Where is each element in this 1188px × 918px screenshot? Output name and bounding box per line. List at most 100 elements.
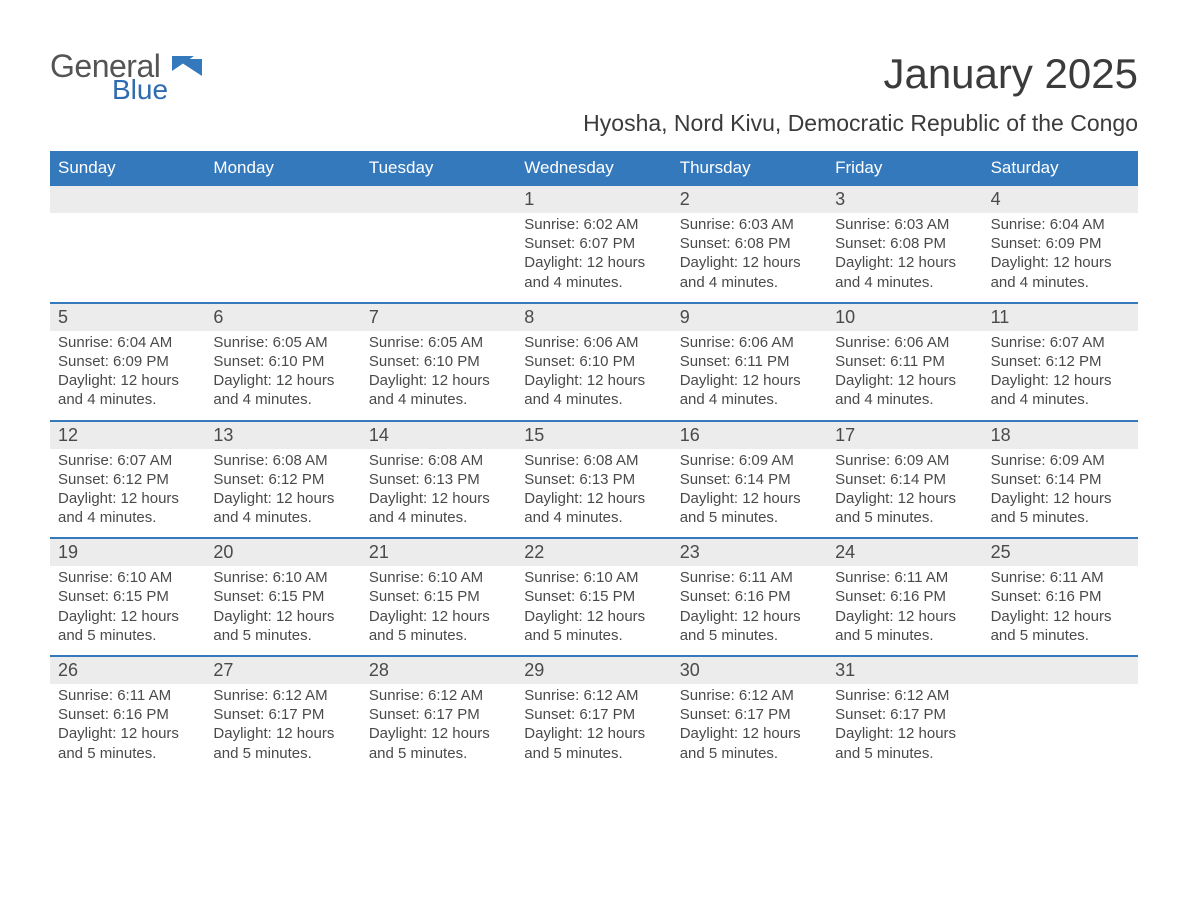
dow-wednesday: Wednesday [516,151,671,186]
daylight-text: Daylight: 12 hours and 4 minutes. [991,371,1130,409]
sunrise-text: Sunrise: 6:12 AM [835,686,974,705]
header: General Blue January 2025 [50,50,1138,104]
day-body: Sunrise: 6:11 AMSunset: 6:16 PMDaylight:… [983,566,1138,651]
sunset-text: Sunset: 6:17 PM [835,705,974,724]
daylight-text: Daylight: 12 hours and 5 minutes. [213,724,352,762]
daylight-text: Daylight: 12 hours and 4 minutes. [680,371,819,409]
location-subtitle: Hyosha, Nord Kivu, Democratic Republic o… [50,110,1138,137]
sunset-text: Sunset: 6:07 PM [524,234,663,253]
sunset-text: Sunset: 6:12 PM [991,352,1130,371]
day-number: 6 [205,302,360,331]
daylight-text: Daylight: 12 hours and 4 minutes. [369,371,508,409]
calendar-week: 567891011Sunrise: 6:04 AMSunset: 6:09 PM… [50,302,1138,416]
sunrise-text: Sunrise: 6:08 AM [524,451,663,470]
daylight-text: Daylight: 12 hours and 4 minutes. [369,489,508,527]
sunset-text: Sunset: 6:14 PM [835,470,974,489]
day-body: Sunrise: 6:05 AMSunset: 6:10 PMDaylight:… [205,331,360,416]
day-number: 3 [827,186,982,213]
dow-friday: Friday [827,151,982,186]
daylight-text: Daylight: 12 hours and 5 minutes. [369,724,508,762]
day-body: Sunrise: 6:10 AMSunset: 6:15 PMDaylight:… [516,566,671,651]
day-body: Sunrise: 6:09 AMSunset: 6:14 PMDaylight:… [827,449,982,534]
day-body: Sunrise: 6:12 AMSunset: 6:17 PMDaylight:… [516,684,671,769]
day-number: 27 [205,655,360,684]
daylight-text: Daylight: 12 hours and 4 minutes. [991,253,1130,291]
daylight-text: Daylight: 12 hours and 5 minutes. [369,607,508,645]
daylight-text: Daylight: 12 hours and 4 minutes. [524,489,663,527]
daylight-text: Daylight: 12 hours and 5 minutes. [680,724,819,762]
flag-icon [172,56,206,84]
sunset-text: Sunset: 6:12 PM [58,470,197,489]
calendar-week: 12131415161718Sunrise: 6:07 AMSunset: 6:… [50,420,1138,534]
logo-blue: Blue [112,76,168,104]
sunrise-text: Sunrise: 6:11 AM [680,568,819,587]
sunset-text: Sunset: 6:08 PM [680,234,819,253]
sunset-text: Sunset: 6:17 PM [369,705,508,724]
day-number: 8 [516,302,671,331]
daylight-text: Daylight: 12 hours and 5 minutes. [835,724,974,762]
day-body: Sunrise: 6:10 AMSunset: 6:15 PMDaylight:… [50,566,205,651]
sunset-text: Sunset: 6:12 PM [213,470,352,489]
sunset-text: Sunset: 6:15 PM [213,587,352,606]
daylight-text: Daylight: 12 hours and 5 minutes. [991,489,1130,527]
sunset-text: Sunset: 6:16 PM [835,587,974,606]
daylight-text: Daylight: 12 hours and 4 minutes. [835,371,974,409]
day-body: Sunrise: 6:09 AMSunset: 6:14 PMDaylight:… [672,449,827,534]
day-body: Sunrise: 6:03 AMSunset: 6:08 PMDaylight:… [672,213,827,298]
sunrise-text: Sunrise: 6:04 AM [58,333,197,352]
day-number: 4 [983,186,1138,213]
day-body: Sunrise: 6:08 AMSunset: 6:13 PMDaylight:… [361,449,516,534]
day-body: Sunrise: 6:12 AMSunset: 6:17 PMDaylight:… [827,684,982,769]
sunset-text: Sunset: 6:17 PM [524,705,663,724]
logo-text: General Blue [50,50,168,104]
sunset-text: Sunset: 6:15 PM [369,587,508,606]
sunrise-text: Sunrise: 6:10 AM [524,568,663,587]
day-body: Sunrise: 6:12 AMSunset: 6:17 PMDaylight:… [361,684,516,769]
sunrise-text: Sunrise: 6:12 AM [213,686,352,705]
day-body [361,213,516,298]
sunrise-text: Sunrise: 6:08 AM [213,451,352,470]
sunset-text: Sunset: 6:10 PM [213,352,352,371]
day-body: Sunrise: 6:12 AMSunset: 6:17 PMDaylight:… [205,684,360,769]
sunrise-text: Sunrise: 6:11 AM [835,568,974,587]
daylight-text: Daylight: 12 hours and 4 minutes. [58,489,197,527]
day-number [361,186,516,213]
day-number [205,186,360,213]
day-body: Sunrise: 6:11 AMSunset: 6:16 PMDaylight:… [672,566,827,651]
day-body [983,684,1138,769]
daylight-text: Daylight: 12 hours and 5 minutes. [58,607,197,645]
days-of-week-header: Sunday Monday Tuesday Wednesday Thursday… [50,151,1138,186]
sunset-text: Sunset: 6:16 PM [991,587,1130,606]
sunrise-text: Sunrise: 6:04 AM [991,215,1130,234]
day-body: Sunrise: 6:11 AMSunset: 6:16 PMDaylight:… [827,566,982,651]
sunrise-text: Sunrise: 6:11 AM [991,568,1130,587]
sunrise-text: Sunrise: 6:10 AM [369,568,508,587]
sunrise-text: Sunrise: 6:11 AM [58,686,197,705]
day-body: Sunrise: 6:06 AMSunset: 6:10 PMDaylight:… [516,331,671,416]
day-body: Sunrise: 6:07 AMSunset: 6:12 PMDaylight:… [50,449,205,534]
day-number: 31 [827,655,982,684]
dow-thursday: Thursday [672,151,827,186]
sunrise-text: Sunrise: 6:07 AM [58,451,197,470]
daylight-text: Daylight: 12 hours and 5 minutes. [680,607,819,645]
daylight-text: Daylight: 12 hours and 4 minutes. [680,253,819,291]
day-number: 22 [516,537,671,566]
day-body: Sunrise: 6:03 AMSunset: 6:08 PMDaylight:… [827,213,982,298]
day-number: 28 [361,655,516,684]
sunset-text: Sunset: 6:15 PM [58,587,197,606]
sunrise-text: Sunrise: 6:09 AM [835,451,974,470]
sunset-text: Sunset: 6:13 PM [524,470,663,489]
day-number: 18 [983,420,1138,449]
sunset-text: Sunset: 6:11 PM [835,352,974,371]
day-body: Sunrise: 6:10 AMSunset: 6:15 PMDaylight:… [361,566,516,651]
daylight-text: Daylight: 12 hours and 5 minutes. [524,724,663,762]
sunrise-text: Sunrise: 6:03 AM [680,215,819,234]
page-title: January 2025 [883,50,1138,98]
daylight-text: Daylight: 12 hours and 5 minutes. [213,607,352,645]
sunrise-text: Sunrise: 6:12 AM [524,686,663,705]
calendar-week: 262728293031Sunrise: 6:11 AMSunset: 6:16… [50,655,1138,769]
day-body: Sunrise: 6:04 AMSunset: 6:09 PMDaylight:… [983,213,1138,298]
day-number: 17 [827,420,982,449]
calendar-week: 19202122232425Sunrise: 6:10 AMSunset: 6:… [50,537,1138,651]
sunset-text: Sunset: 6:09 PM [58,352,197,371]
